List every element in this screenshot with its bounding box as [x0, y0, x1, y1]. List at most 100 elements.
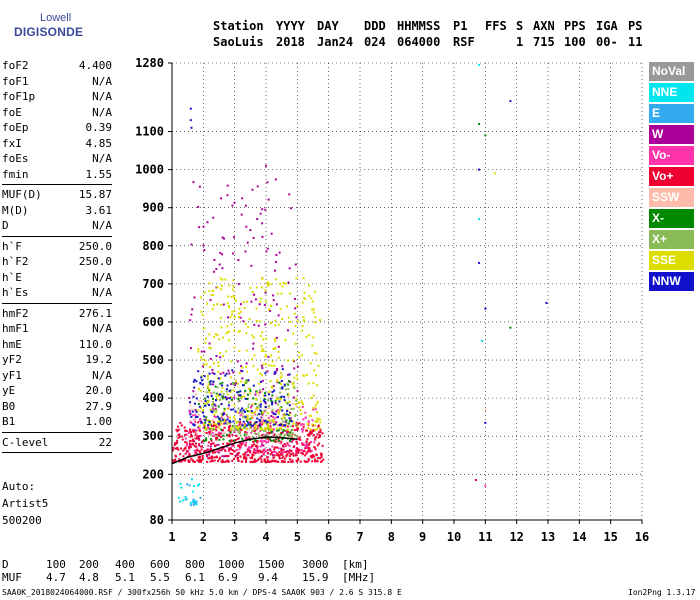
data-point-w [202, 225, 205, 228]
data-point-nnw [247, 379, 250, 382]
data-point-vo [249, 456, 252, 459]
data-point-vo [300, 442, 303, 445]
data-point-vo [239, 414, 242, 417]
data-point-sse [228, 416, 231, 419]
param-value: 110.0 [78, 337, 112, 351]
data-point-nnw [225, 398, 228, 401]
data-point-vo [289, 460, 292, 463]
info-code: 500200 [2, 514, 42, 527]
data-point-vo [210, 448, 213, 451]
data-point-vo [316, 460, 319, 463]
data-point-sse [309, 414, 312, 417]
data-point-vo [261, 420, 264, 423]
data-point-sse [262, 394, 265, 397]
data-point-vo [227, 442, 230, 445]
param-row: h`F 250.0 [2, 239, 112, 254]
data-point-vo [195, 437, 198, 440]
data-point-w [197, 437, 200, 440]
data-point-w [267, 355, 270, 358]
data-point-w [261, 222, 264, 225]
data-point-vo [280, 449, 283, 452]
data-point-w [256, 185, 259, 188]
data-point-ssw [285, 423, 288, 426]
data-point-sse [219, 377, 222, 380]
data-point-sse [220, 326, 223, 329]
data-point-vo [310, 432, 313, 435]
data-point-sse [265, 363, 268, 366]
data-point-x [249, 426, 252, 429]
data-point-sse [213, 335, 216, 338]
data-point-x [292, 407, 295, 410]
data-point-x [204, 397, 207, 400]
data-point-nne [191, 500, 194, 503]
data-point-ssw [200, 410, 203, 413]
chart-trace [171, 436, 298, 465]
data-point-vo [313, 441, 316, 444]
data-point-sse [246, 414, 249, 417]
data-point-sse [209, 419, 212, 422]
data-point-sse [212, 402, 215, 405]
data-point-vo [194, 451, 197, 454]
data-point-nnw [225, 388, 228, 391]
param-value: N/A [92, 219, 112, 232]
data-point-nnw [189, 413, 192, 416]
data-point-ssw [203, 431, 206, 434]
data-point-x [271, 408, 274, 411]
data-point-sse [295, 277, 298, 280]
data-point-sse [287, 316, 290, 319]
outlier-point [493, 172, 496, 175]
data-point-vo [248, 436, 251, 439]
data-point-vo [304, 447, 307, 450]
data-point-vo [274, 421, 277, 424]
muf-distance-value: 1500 [258, 558, 285, 571]
data-point-vo [307, 424, 310, 427]
data-point-vo [316, 433, 319, 436]
data-point-vo [256, 427, 259, 430]
data-point-vo [188, 447, 191, 450]
data-point-vo [321, 444, 324, 447]
data-point-vo [256, 459, 259, 462]
data-point-vo [274, 451, 277, 454]
data-point-vo [215, 450, 218, 453]
data-point-vo [238, 448, 241, 451]
data-point-x [254, 440, 257, 443]
data-point-sse [262, 338, 265, 341]
data-point-x [279, 396, 282, 399]
data-point-x [284, 388, 287, 391]
data-point-vo [176, 430, 179, 433]
data-point-vo [307, 443, 310, 446]
data-point-nnw [239, 394, 242, 397]
data-point-x [245, 433, 248, 436]
data-point-sse [220, 284, 223, 287]
data-point-vo [285, 444, 288, 447]
data-point-nnw [262, 399, 265, 402]
data-point-nnw [267, 393, 270, 396]
data-point-vo [306, 446, 309, 449]
data-point-ssw [249, 432, 252, 435]
data-point-sse [314, 420, 317, 423]
data-point-sse [202, 409, 205, 412]
data-point-x [281, 438, 284, 441]
data-point-vo [318, 435, 321, 438]
data-point-vo [195, 452, 198, 455]
data-point-vo [267, 432, 270, 435]
data-point-sse [281, 423, 284, 426]
data-point-x [258, 404, 261, 407]
data-point-x [289, 435, 292, 438]
data-point-vo [218, 424, 221, 427]
data-point-nne [179, 500, 182, 503]
data-point-x [210, 403, 213, 406]
data-point-vo [206, 460, 209, 463]
param-value: N/A [92, 105, 112, 119]
data-point-vo [234, 439, 237, 442]
data-point-vo [237, 459, 240, 462]
data-point-w [221, 236, 224, 239]
data-point-w [276, 368, 279, 371]
data-point-sse [313, 352, 316, 355]
data-point-vo [231, 459, 234, 462]
data-point-vo [185, 441, 188, 444]
data-point-sse [211, 308, 214, 311]
data-point-w [245, 362, 248, 365]
data-point-sse [223, 418, 226, 421]
data-point-vo [210, 457, 213, 460]
